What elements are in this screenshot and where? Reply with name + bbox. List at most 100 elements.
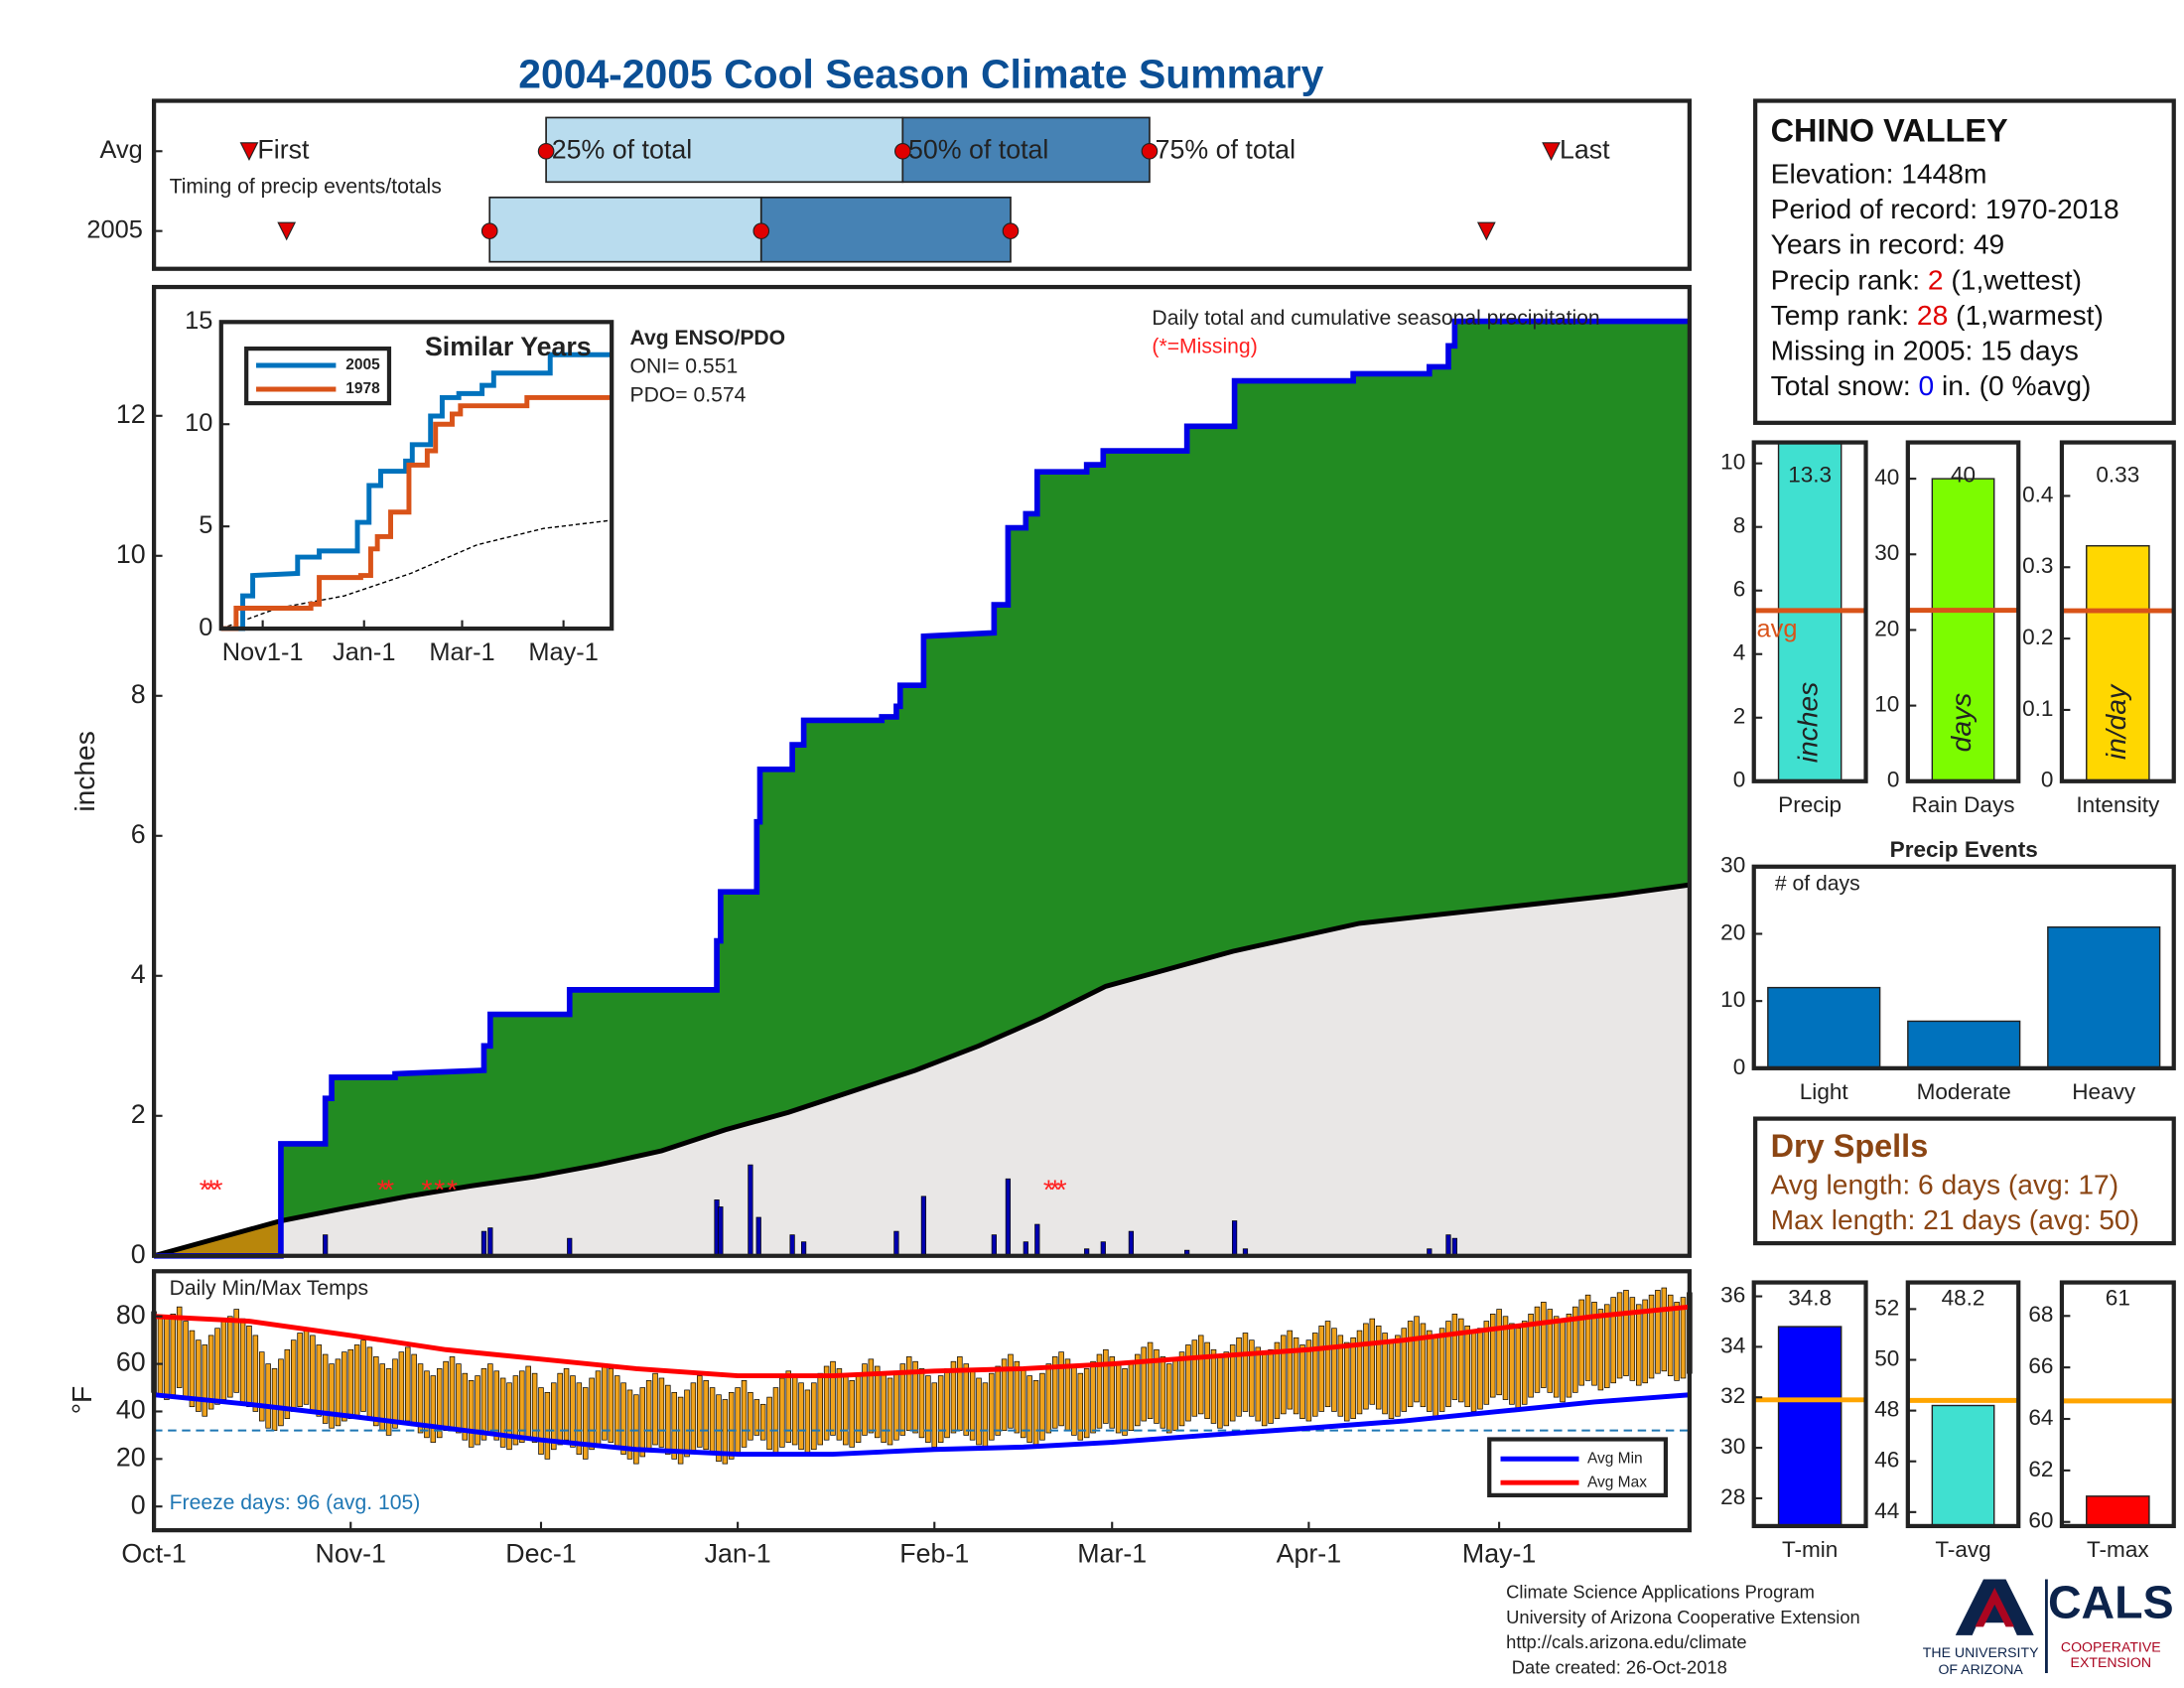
temp-range-bar [1375,1325,1382,1410]
info-line: Period of record: 1970-2018 [1771,194,2119,225]
temp-range-bar [227,1316,233,1398]
temp-range-bar [176,1306,183,1388]
temp-range-bar [811,1382,817,1451]
temp-range-bar [1470,1333,1477,1412]
info-part: Temp rank: [1771,299,1917,331]
y-tick-label: 15 [185,307,212,335]
temp-range-bar [373,1356,379,1427]
axes-frame [1905,440,2021,783]
enso-text: Avg ENSO/PDO [630,327,786,350]
temp-range-bar [1509,1323,1515,1405]
temp-range-bar [1420,1323,1427,1408]
temp-range-bar [303,1328,310,1405]
timing-label: 50% of total [908,134,1048,164]
temp-range-bar [1363,1323,1369,1410]
temp-range-bar [684,1389,690,1458]
temp-range-bar [1268,1348,1274,1424]
category-label: Intensity [2076,792,2160,817]
bar-group [2061,545,2174,781]
y-tick-label: 30 [1874,540,1899,565]
freeze-label: Freeze days: 96 (avg. 105) [170,1491,421,1514]
daily-precip-bar [480,1230,487,1257]
temp-range-bar [1261,1353,1268,1427]
temp-range-bar [1382,1333,1388,1415]
temp-range-bar [759,1403,766,1441]
missing-marker: * [377,1173,388,1204]
temp-range-bar [671,1391,677,1460]
temp-range-bar [868,1358,875,1434]
temp-range-bar [1597,1309,1604,1391]
y-tick-label: 46 [1874,1448,1899,1473]
y-tick-label: 0 [131,1239,146,1269]
temp-range-bar [905,1356,912,1431]
temp-range-bar [1414,1316,1420,1403]
temp-range-bar [589,1377,595,1451]
temp-range-bar [1489,1314,1496,1398]
info-part: Elevation: 1448m [1771,158,1987,190]
logo-text: THE UNIVERSITY [1923,1644,2039,1660]
y-tick-label: 10 [185,409,212,437]
temp-range-bar [512,1375,519,1446]
temp-range-bar [1255,1346,1261,1422]
y-tick-label: 60 [2028,1508,2053,1533]
temp-range-bar [748,1391,753,1441]
temp-range-bar [1242,1333,1249,1412]
temp-range-bar [716,1394,722,1463]
temp-range-bar [385,1368,392,1436]
temp-range-bar [1071,1365,1077,1436]
temp-range-bar [1451,1314,1458,1400]
temp-range-bar [1528,1314,1534,1398]
temp-range-bar [614,1375,620,1448]
temp-range-bar [436,1368,443,1439]
temp-range-bar [1051,1356,1058,1429]
daily-precip-bar [748,1164,753,1257]
inset-title: Similar Years [425,332,592,361]
y-tick-label: 0 [2041,768,2054,792]
temp-range-bar [722,1399,729,1465]
x-tick-label: Dec-1 [505,1539,576,1569]
temp-range-bar [976,1377,982,1446]
total-marker [1002,222,1020,239]
temp-range-bar [468,1380,475,1448]
category-label: Heavy [2072,1079,2136,1104]
unit-label: in/day [2100,683,2131,760]
temp-range-bar [1274,1341,1281,1420]
info-title: CHINO VALLEY [1771,113,2008,149]
daily-precip-bar [1231,1220,1238,1257]
bar [1777,1326,1843,1526]
x-tick-label: Nov-1 [316,1539,386,1569]
avg-temp-line [153,1392,1691,1458]
bar-group [1753,442,1866,781]
value-label: 48.2 [1942,1285,1985,1310]
value-label: 0.33 [2096,462,2139,487]
logo-text: COOPERATIVE [2061,1638,2161,1654]
temp-range-bar [728,1391,735,1460]
temp-range-bar [1648,1294,1655,1379]
temp-range-bar [1674,1302,1680,1381]
legend-box [1487,1437,1669,1497]
temp-range-bar [1616,1292,1623,1379]
annotation: Daily total and cumulative seasonal prec… [1152,307,1599,330]
temp-range-bar [233,1309,239,1393]
temp-range-bar [1477,1328,1483,1410]
temp-range-bar [665,1384,671,1455]
temp-range-bar [1185,1344,1191,1422]
temp-range-bar [1591,1302,1597,1386]
temp-range-bar [1122,1368,1128,1436]
timing-label: First [257,134,310,164]
daily-precip-bar [1445,1234,1451,1257]
bar [1931,1404,1995,1526]
info-part: Total snow: [1771,369,1919,401]
bar-group [1907,1397,2019,1526]
axes-frame [151,284,1692,1258]
temp-range-bar [353,1344,360,1417]
temp-range-bar [1191,1339,1198,1417]
panel-title: Precip Events [1890,837,2038,862]
temp-range-bar [157,1316,164,1398]
x-tick-label: Mar-1 [429,638,494,666]
logo-text: OF ARIZONA [1938,1661,2023,1677]
info-part: Period of record: 1970-2018 [1771,194,2119,225]
bar-group [2061,1398,2174,1526]
temp-range-bar [690,1382,697,1453]
